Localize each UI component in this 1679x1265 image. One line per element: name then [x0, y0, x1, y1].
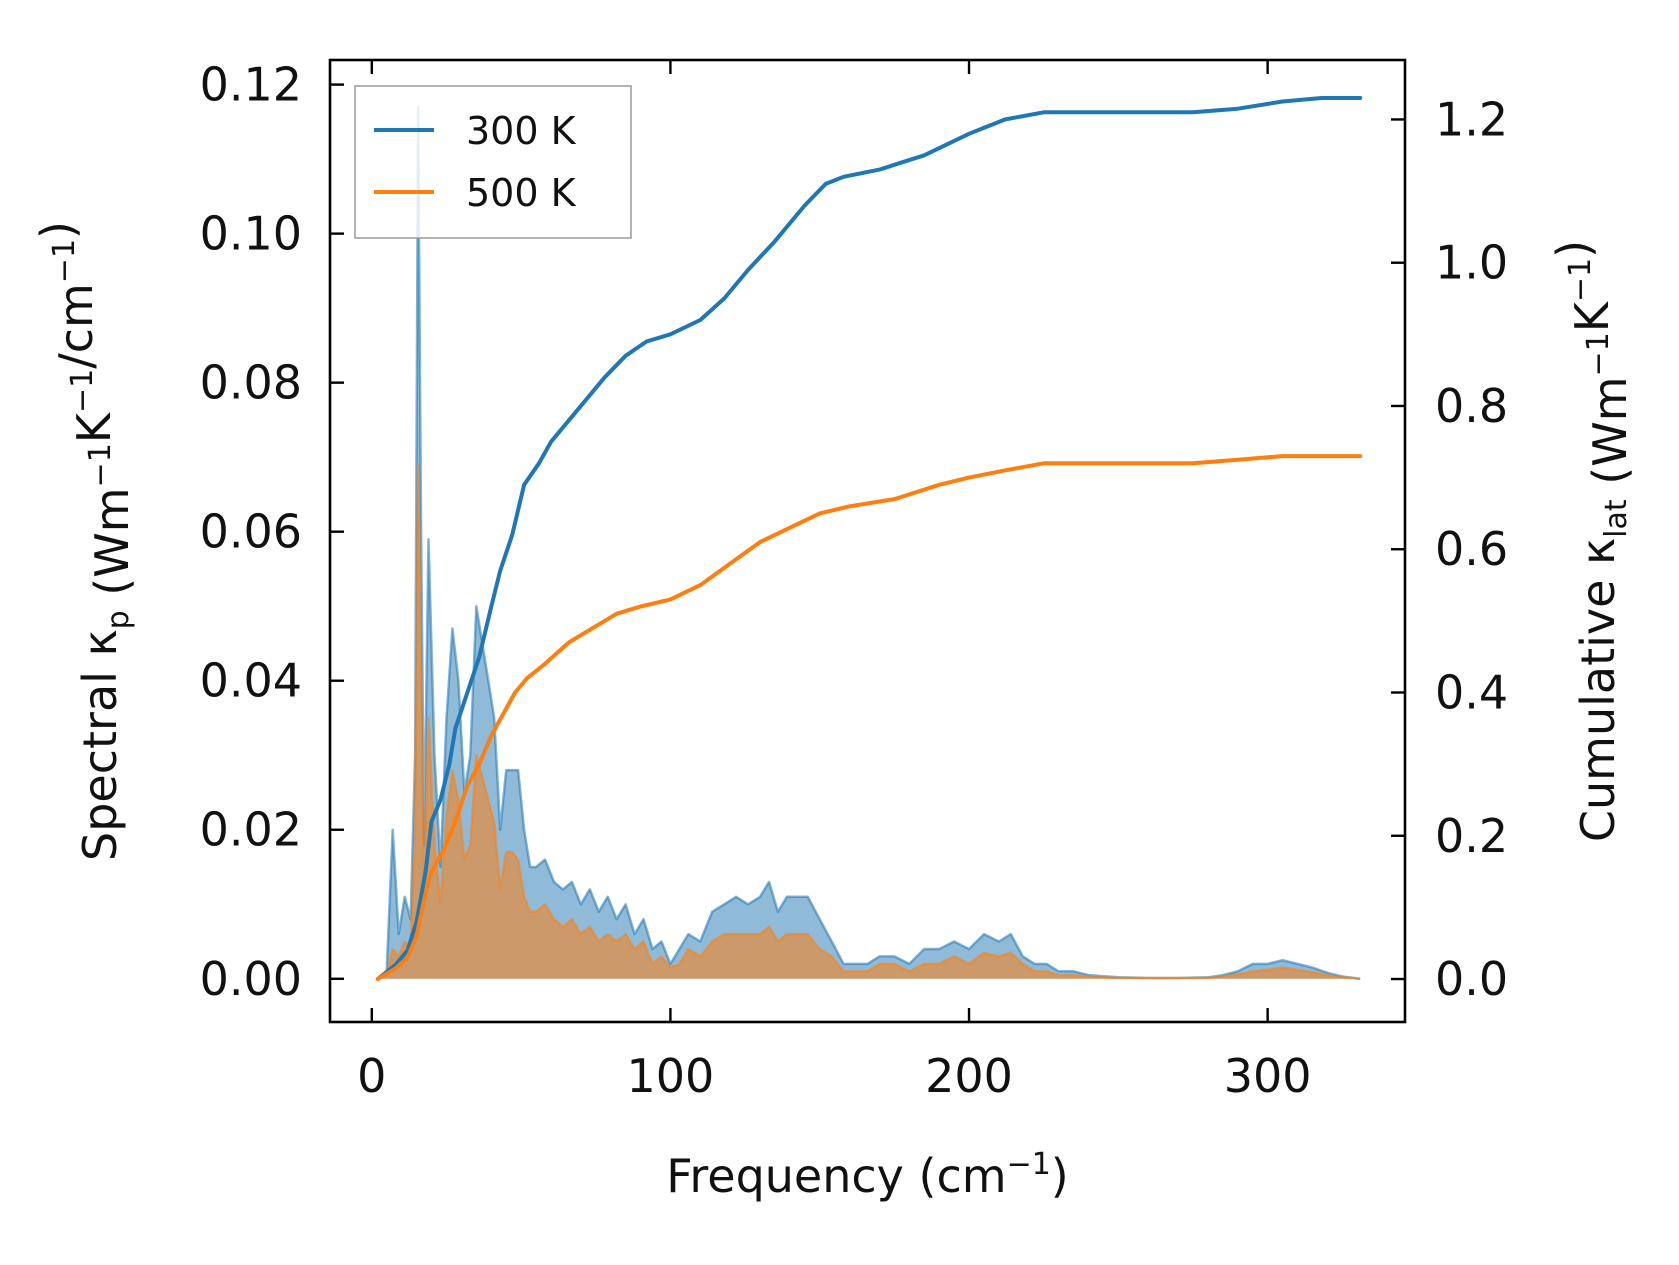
y-right-tick-label: 0.4	[1435, 665, 1508, 719]
y-right-tick-label: 0.6	[1435, 522, 1508, 576]
x-tick-label: 0	[357, 1049, 386, 1103]
y-right-tick-label: 0.8	[1435, 379, 1508, 433]
y-axis-right-title: Cumulative κlat (Wm−1K−1)	[1547, 240, 1637, 842]
y-left-tick-label: 0.12	[200, 58, 302, 112]
y-right-tick-label: 1.0	[1435, 236, 1508, 290]
legend-label: 300 K	[466, 109, 577, 153]
spectral-edge-500k	[377, 463, 1361, 981]
y-left-tick-label: 0.06	[200, 505, 302, 559]
tick-labels: 0 100 200 300 0.00 0.02 0.04 0.06 0.08 0.10 0.12 0.…	[200, 58, 1509, 1103]
x-axis-title: Frequency (cm−1)	[666, 1147, 1069, 1203]
spectral-area-500k	[377, 464, 1361, 979]
x-tick-label: 200	[925, 1049, 1013, 1103]
y-right-tick-label: 1.2	[1435, 92, 1508, 146]
spectral-edge-300k	[376, 105, 1361, 981]
cumulative-line-500k	[375, 454, 1363, 981]
y-left-tick-label: 0.08	[200, 356, 302, 410]
y-left-tick-label: 0.04	[200, 654, 302, 708]
cumulative-line-300k	[375, 96, 1363, 981]
legend: 300 K 500 K	[354, 85, 632, 239]
axis-ticks	[330, 60, 1405, 1022]
y-right-tick-label: 0.2	[1435, 809, 1508, 863]
x-tick-label: 300	[1224, 1049, 1312, 1103]
y-left-tick-label: 0.10	[200, 207, 302, 261]
y-axis-left-title: Spectral κp (Wm−1K−1/cm−1)	[31, 221, 139, 861]
legend-box	[354, 85, 632, 239]
x-tick-label: 100	[627, 1049, 715, 1103]
legend-label: 500 K	[466, 171, 577, 215]
y-left-tick-label: 0.00	[200, 952, 302, 1006]
plot-frame	[328, 58, 1407, 1024]
y-left-tick-label: 0.02	[200, 803, 302, 857]
cumulative-curves	[375, 96, 1363, 981]
y-right-tick-label: 0.0	[1435, 952, 1508, 1006]
